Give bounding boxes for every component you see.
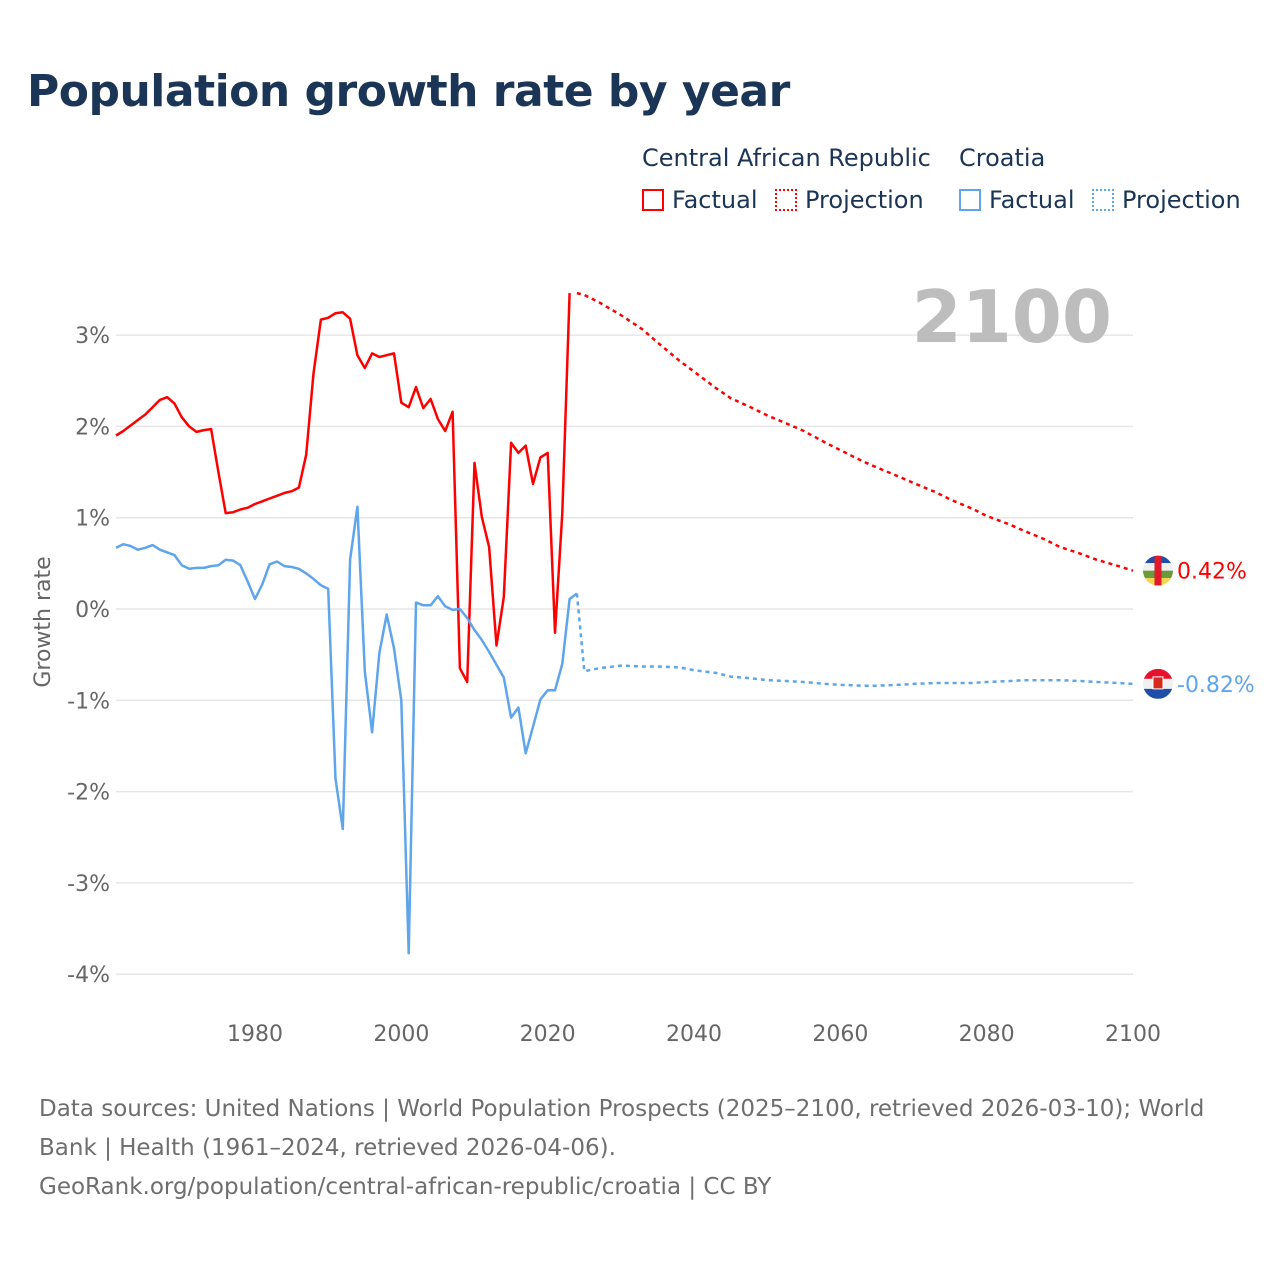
x-tick-label: 2080 (959, 1022, 1015, 1047)
legend-car-factual[interactable]: Factual (642, 186, 758, 214)
plot-area: 3% 2% 1% 0% -1% -2% -3% -4% 1980 2000 2020 2040 2060… (31, 275, 1255, 1047)
y-tick-label: 3% (75, 324, 110, 349)
legend-swatch-solid (959, 189, 981, 211)
series-line-factual (115, 293, 571, 684)
legend-croatia-projection[interactable]: Projection (1092, 186, 1241, 214)
flag-body (1143, 555, 1173, 586)
legend-label: Factual (989, 186, 1075, 214)
legend-group-croatia: Croatia (959, 144, 1046, 172)
flag-body (1143, 668, 1173, 699)
legend-label: Factual (672, 186, 758, 214)
x-tick-label: 2100 (1105, 1022, 1161, 1047)
year-marker: 2100 (912, 275, 1112, 359)
data-sources: Data sources: United Nations | World Pop… (39, 1096, 1205, 1161)
x-tick-label: 2020 (520, 1022, 576, 1047)
y-tick-label: 1% (75, 507, 110, 532)
attribution-link[interactable]: GeoRank.org/population/central-african-r… (39, 1174, 772, 1200)
y-tick-label: 0% (75, 598, 110, 623)
legend-swatch-dotted (775, 189, 797, 211)
flag-band (1154, 555, 1162, 586)
y-tick-label: -3% (67, 872, 110, 897)
y-axis-label: Growth rate (31, 556, 56, 687)
legend-car-projection[interactable]: Projection (775, 186, 924, 214)
end-value-label: 0.42% (1177, 560, 1247, 585)
legend-label: Projection (805, 186, 924, 214)
croatia-flag-icon (1143, 668, 1173, 699)
central-african-republic-flag-icon (1143, 555, 1173, 586)
legend-croatia-factual[interactable]: Factual (959, 186, 1075, 214)
end-value-label: -0.82% (1177, 673, 1255, 698)
flag-stripe (1143, 668, 1173, 679)
footer: Data sources: United Nations | World Pop… (39, 1090, 1239, 1207)
legend-label: Projection (1122, 186, 1241, 214)
y-tick-label: -1% (67, 689, 110, 714)
series-line-factual (115, 505, 578, 955)
legend-swatch-solid (642, 189, 664, 211)
chart-title: Population growth rate by year (27, 66, 790, 117)
flag-stripe (1143, 688, 1173, 699)
legend-swatch-dotted (1092, 189, 1114, 211)
legend-group-car: Central African Republic (642, 144, 931, 172)
flag-shield (1152, 676, 1164, 690)
x-tick-label: 2060 (812, 1022, 868, 1047)
x-tick-label: 2000 (373, 1022, 429, 1047)
x-tick-label: 1980 (227, 1022, 283, 1047)
x-tick-label: 2040 (666, 1022, 722, 1047)
series-line-projection (575, 593, 1134, 687)
series-line-projection (576, 291, 1134, 572)
y-tick-label: -4% (67, 963, 110, 988)
y-tick-label: 2% (75, 415, 110, 440)
y-tick-label: -2% (67, 781, 110, 806)
